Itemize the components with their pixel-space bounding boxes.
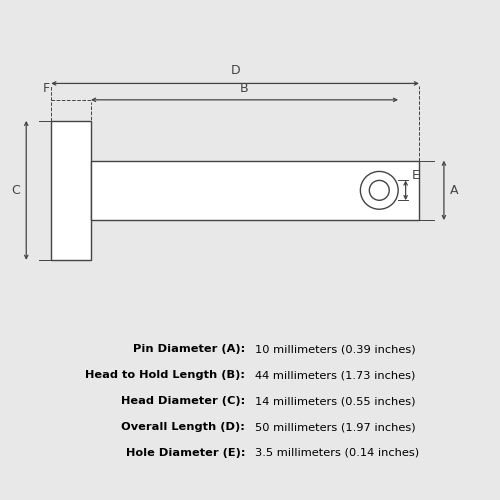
Text: Overall Length (D):: Overall Length (D):	[121, 422, 245, 432]
Text: Hole Diameter (E):: Hole Diameter (E):	[126, 448, 245, 458]
Text: 50 millimeters (1.97 inches): 50 millimeters (1.97 inches)	[255, 422, 416, 432]
Text: Head to Hold Length (B):: Head to Hold Length (B):	[85, 370, 245, 380]
Text: C: C	[12, 184, 20, 197]
Text: 44 millimeters (1.73 inches): 44 millimeters (1.73 inches)	[255, 370, 416, 380]
Text: Head Diameter (C):: Head Diameter (C):	[121, 396, 245, 406]
Text: B: B	[240, 82, 249, 95]
Text: A: A	[450, 184, 458, 197]
Text: E: E	[412, 169, 420, 182]
Text: 14 millimeters (0.55 inches): 14 millimeters (0.55 inches)	[255, 396, 416, 406]
Text: Pin Diameter (A):: Pin Diameter (A):	[133, 344, 245, 354]
Text: F: F	[42, 82, 50, 95]
Text: 3.5 millimeters (0.14 inches): 3.5 millimeters (0.14 inches)	[255, 448, 419, 458]
Text: D: D	[230, 64, 240, 78]
Bar	[51, 120, 91, 260]
Bar	[91, 160, 419, 220]
Text: 10 millimeters (0.39 inches): 10 millimeters (0.39 inches)	[255, 344, 416, 354]
